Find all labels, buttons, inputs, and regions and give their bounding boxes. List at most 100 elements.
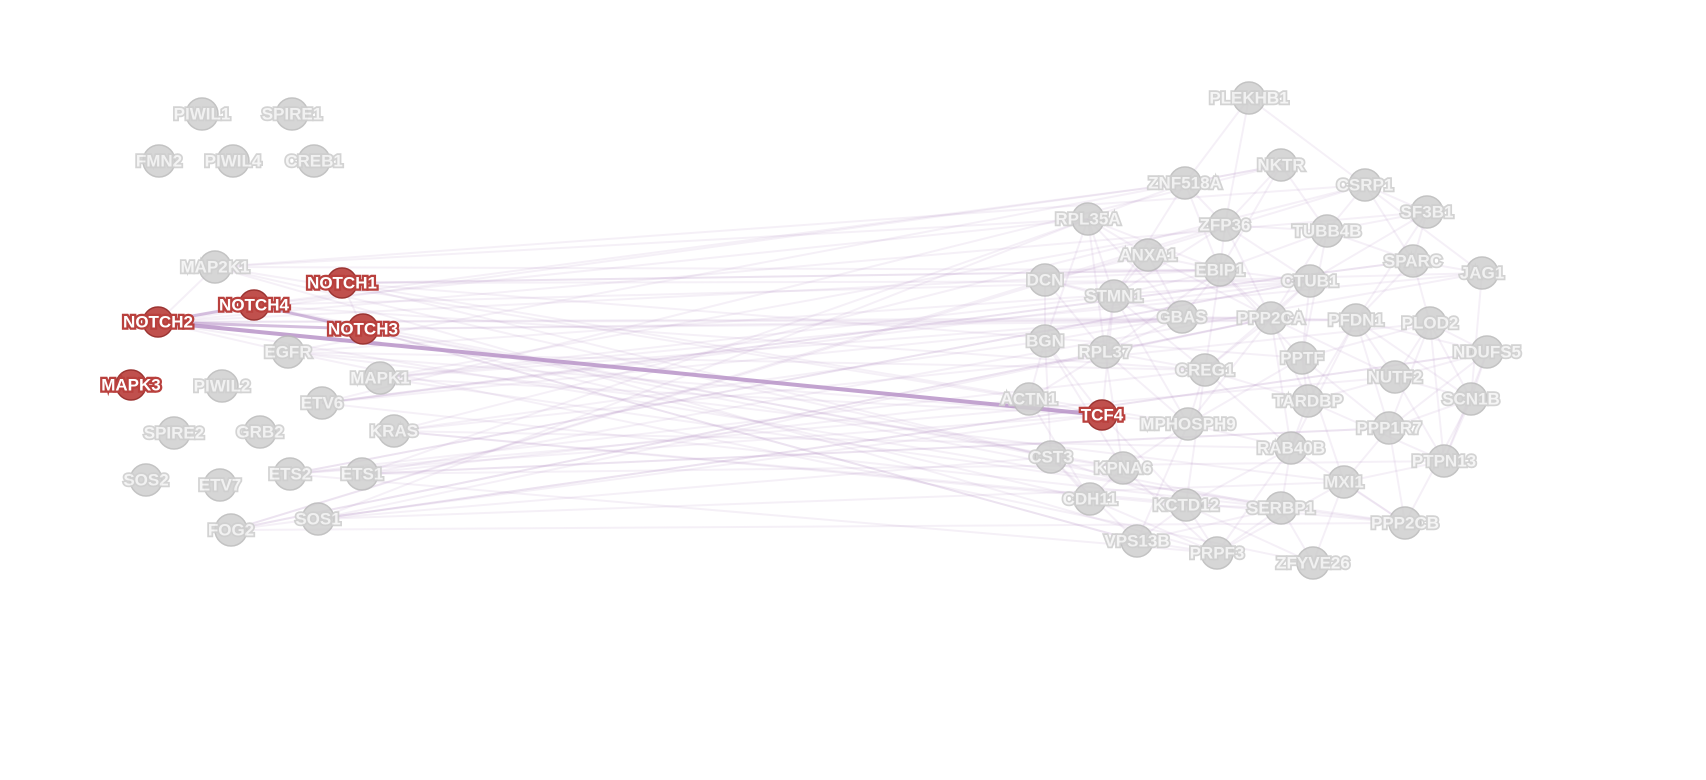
edge-line: [214, 266, 1221, 271]
node-kras[interactable]: KRAS: [368, 414, 420, 448]
edge-line: [230, 414, 1103, 531]
edge-line: [1224, 224, 1328, 232]
edge-line: [289, 376, 1396, 475]
node-ppp2ca[interactable]: PPP2CA: [1235, 301, 1307, 335]
edge-line: [1388, 351, 1488, 429]
node-pfdn1[interactable]: PFDN1: [1326, 303, 1386, 337]
node-circle: [1028, 324, 1062, 358]
node-sf3b1[interactable]: SF3B1: [1399, 195, 1455, 229]
node-creb1[interactable]: CREB1: [283, 144, 345, 178]
node-circle: [1454, 382, 1488, 416]
node-anxa1[interactable]: ANXA1: [1117, 238, 1179, 272]
node-stmn1[interactable]: STMN1: [1083, 279, 1145, 313]
node-sparc[interactable]: SPARC: [1382, 244, 1444, 278]
edge-line: [1270, 317, 1292, 449]
edge-line: [1087, 182, 1186, 220]
node-label: KRAS: [370, 422, 418, 441]
node-csrp1[interactable]: CSRP1: [1335, 168, 1395, 202]
node-label: NUTF2: [1368, 368, 1423, 387]
node-label: GBAS: [1157, 308, 1206, 327]
node-circle: [1254, 301, 1288, 335]
node-piwil1[interactable]: PIWIL1: [172, 97, 232, 131]
node-sos1[interactable]: SOS1: [294, 502, 342, 536]
node-tubb4b[interactable]: TUBB4B: [1291, 214, 1363, 248]
node-plekhb1[interactable]: PLEKHB1: [1208, 81, 1290, 115]
node-gbas[interactable]: GBAS: [1156, 300, 1208, 334]
node-spire2[interactable]: SPIRE2: [142, 416, 206, 450]
node-jag1[interactable]: JAG1: [1458, 256, 1506, 290]
node-nktr[interactable]: NKTR: [1256, 148, 1306, 182]
edge-line: [361, 272, 1483, 475]
edge-line: [289, 414, 1103, 475]
node-label: PPP2CB: [1371, 514, 1439, 533]
node-rpl35a[interactable]: RPL35A: [1054, 202, 1122, 236]
edge-line: [1187, 357, 1303, 425]
edge-line: [393, 430, 1406, 524]
node-ptpn13[interactable]: PTPN13: [1410, 444, 1478, 478]
node-cdh11[interactable]: CDH11: [1061, 482, 1119, 516]
edge-line: [1326, 211, 1428, 232]
node-fog2[interactable]: FOG2: [206, 513, 256, 547]
edge-line: [317, 351, 1488, 520]
edge-line: [253, 304, 1052, 458]
node-mapk3[interactable]: MAPK3: [99, 369, 163, 401]
node-egfr[interactable]: EGFR: [263, 335, 313, 369]
node-prpf3[interactable]: PRPF3: [1188, 536, 1246, 570]
node-circle: [1086, 399, 1118, 431]
node-etv7[interactable]: ETV7: [197, 468, 243, 502]
node-rab40b[interactable]: RAB40B: [1255, 431, 1327, 465]
node-ndufs5[interactable]: NDUFS5: [1451, 335, 1523, 369]
node-actn1[interactable]: ACTN1: [999, 382, 1059, 416]
node-fmn2[interactable]: FMN2: [134, 144, 184, 178]
node-circle: [1106, 451, 1140, 485]
node-spire1[interactable]: SPIRE1: [260, 97, 324, 131]
edge-line: [1364, 184, 1483, 274]
node-label: JAG1: [1460, 264, 1504, 283]
node-ctub1[interactable]: CTUB1: [1280, 264, 1340, 298]
node-notch4[interactable]: NOTCH4: [217, 289, 292, 321]
node-grb2[interactable]: GRB2: [235, 415, 285, 449]
node-zfyve26[interactable]: ZFYVE26: [1274, 546, 1352, 580]
node-bgn[interactable]: BGN: [1024, 324, 1066, 358]
node-label: TARDBP: [1273, 392, 1343, 411]
edge-line: [362, 328, 1138, 542]
node-serbp1[interactable]: SERBP1: [1245, 491, 1317, 525]
node-zfp36[interactable]: ZFP36: [1198, 208, 1252, 242]
node-ets2[interactable]: ETS2: [267, 457, 313, 491]
node-ppp1r7[interactable]: PPP1R7: [1355, 411, 1423, 445]
node-creg1[interactable]: CREG1: [1174, 353, 1236, 387]
node-znf518a[interactable]: ZNF518A: [1146, 166, 1224, 200]
node-tcf4[interactable]: TCF4: [1079, 399, 1126, 431]
node-piwil4[interactable]: PIWIL4: [203, 144, 264, 178]
node-notch3[interactable]: NOTCH3: [326, 313, 400, 345]
node-tardbp[interactable]: TARDBP: [1271, 384, 1345, 418]
node-rpl37[interactable]: RPL37: [1077, 335, 1133, 369]
node-nutf2[interactable]: NUTF2: [1366, 360, 1424, 394]
node-plod2[interactable]: PLOD2: [1400, 306, 1460, 340]
node-notch2[interactable]: NOTCH2: [121, 306, 195, 338]
node-map2k1[interactable]: MAP2K1: [179, 250, 251, 284]
edge-line: [1216, 447, 1292, 554]
node-vps13b[interactable]: VPS13B: [1103, 524, 1171, 558]
node-mphosph9[interactable]: MPHOSPH9: [1139, 407, 1237, 441]
node-piwil2[interactable]: PIWIL2: [192, 369, 252, 403]
node-ebip1[interactable]: EBIP1: [1194, 253, 1246, 287]
node-mxi1[interactable]: MXI1: [1322, 465, 1366, 499]
node-cst3[interactable]: CST3: [1028, 440, 1074, 474]
node-scn1b[interactable]: SCN1B: [1440, 382, 1502, 416]
node-mapk1[interactable]: MAPK1: [348, 361, 412, 395]
node-kpna6[interactable]: KPNA6: [1092, 451, 1154, 485]
node-circle: [1396, 244, 1430, 278]
edge-line: [393, 184, 1366, 432]
node-dcn[interactable]: DCN: [1025, 263, 1065, 297]
node-notch1[interactable]: NOTCH1: [305, 267, 379, 299]
node-pptf[interactable]: PPTF: [1279, 341, 1325, 375]
node-sos2[interactable]: SOS2: [122, 463, 170, 497]
node-circle: [1291, 384, 1325, 418]
node-etv6[interactable]: ETV6: [299, 386, 345, 420]
node-label: MAPK3: [101, 376, 161, 395]
edge-line: [1280, 507, 1406, 524]
node-ets1[interactable]: ETS1: [339, 457, 385, 491]
node-kctd12[interactable]: KCTD12: [1151, 488, 1221, 522]
node-ppp2cb[interactable]: PPP2CB: [1369, 506, 1441, 540]
